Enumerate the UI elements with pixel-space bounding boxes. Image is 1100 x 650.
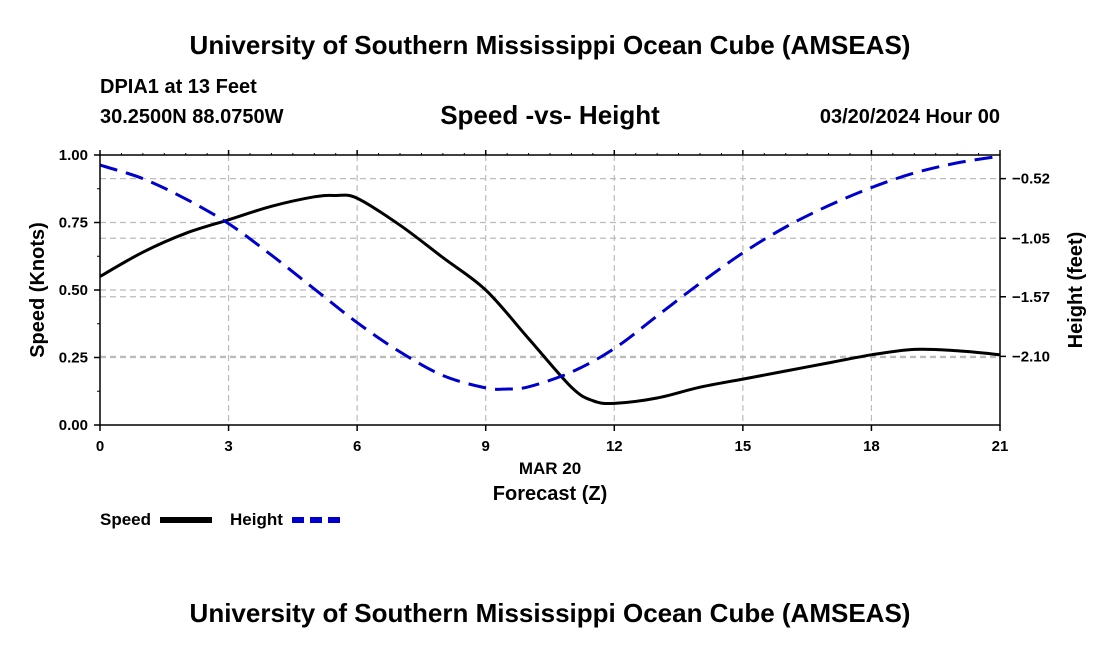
chart-title: University of Southern Mississippi Ocean…: [189, 30, 911, 60]
x-axis-date-label: MAR 20: [519, 459, 581, 478]
speed-series-line: [99, 193, 1001, 406]
y-axis-label: Speed (Knots): [27, 222, 49, 358]
y2-tick-label: −1.05: [1012, 230, 1050, 247]
station-coordinates: 30.2500N 88.0750W: [100, 106, 284, 128]
y-tick-label: 0.00: [59, 417, 88, 434]
y-tick-label: 0.25: [59, 350, 88, 367]
y-tick-label: 0.50: [59, 282, 88, 299]
y2-tick-label: −2.10: [1012, 348, 1050, 365]
y-tick-label: 0.75: [59, 215, 88, 232]
y2-tick-label: −0.52: [1012, 171, 1050, 188]
forecast-datetime: 03/20/2024 Hour 00: [819, 106, 1000, 128]
x-tick-label: 21: [992, 438, 1009, 455]
x-tick-label: 0: [96, 438, 104, 455]
series-layer: [99, 154, 1001, 406]
x-tick-label: 15: [735, 438, 752, 455]
height-series-line: [99, 154, 1001, 391]
x-tick-label: 12: [606, 438, 623, 455]
y-tick-label: 1.00: [59, 147, 88, 164]
axes: 0 3 6 9 12 15 18 21 0.00 0.25 0.50 0.75 1.00 −0.52 −1.…: [59, 147, 1050, 455]
footer-title: University of Southern Mississippi Ocean…: [189, 598, 911, 628]
legend-speed-label: Speed: [100, 510, 152, 529]
y2-axis-label: Height (feet): [1065, 232, 1087, 349]
x-tick-label: 9: [482, 438, 490, 455]
x-axis-label: Forecast (Z): [493, 483, 607, 505]
x-tick-label: 3: [224, 438, 232, 455]
x-tick-label: 6: [353, 438, 361, 455]
legend-height-label: Height: [230, 510, 283, 529]
station-label: DPIA1 at 13 Feet: [100, 76, 257, 98]
grid-lines: [100, 155, 1000, 425]
y2-tick-label: −1.57: [1012, 289, 1050, 306]
chart-subtitle: Speed -vs- Height: [440, 100, 660, 130]
x-tick-label: 18: [863, 438, 880, 455]
